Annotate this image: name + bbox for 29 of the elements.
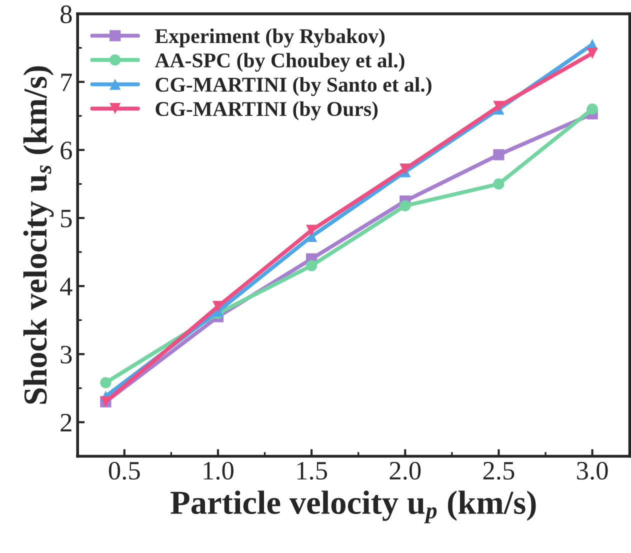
point — [400, 163, 411, 175]
y-axis-title: Shock velocity u$_{s}$ (km/s) — [23, 66, 54, 404]
x-tick-label: 1.5 — [297, 462, 328, 480]
point — [306, 224, 318, 236]
point — [493, 100, 504, 112]
legend-label: Experiment (by Rybakov) — [155, 28, 385, 48]
x-tick-label: 1.0 — [204, 462, 234, 480]
y-tick-label: 7 — [61, 74, 72, 92]
y-tick-label: 4 — [60, 278, 72, 296]
y-tick-label: 6 — [60, 142, 72, 160]
point — [586, 104, 598, 115]
x-tick-label: 3.0 — [577, 462, 608, 480]
point — [493, 149, 504, 160]
x-axis-title: Particle velocity u$_{p}$ (km/s) — [170, 490, 536, 524]
y-tick-label: 3 — [60, 346, 72, 364]
x-tick-label: 0.5 — [108, 462, 140, 480]
point — [586, 48, 598, 59]
x-tick-label: 2.0 — [390, 462, 421, 480]
legend-label: CG-MARTINI (by Santo et al.) — [156, 77, 432, 96]
y-tick-label: 2 — [60, 414, 72, 432]
point — [306, 260, 318, 272]
legend-label: AA-SPC (by Choubey et al.) — [154, 52, 404, 72]
legend-label: CG-MARTINI (by Ours) — [156, 101, 378, 120]
x-tick-label: 2.5 — [483, 462, 514, 480]
y-tick-label: 8 — [60, 5, 72, 24]
y-tick-label: 5 — [61, 210, 72, 228]
point — [100, 377, 112, 388]
point — [493, 178, 504, 190]
point — [400, 200, 411, 212]
